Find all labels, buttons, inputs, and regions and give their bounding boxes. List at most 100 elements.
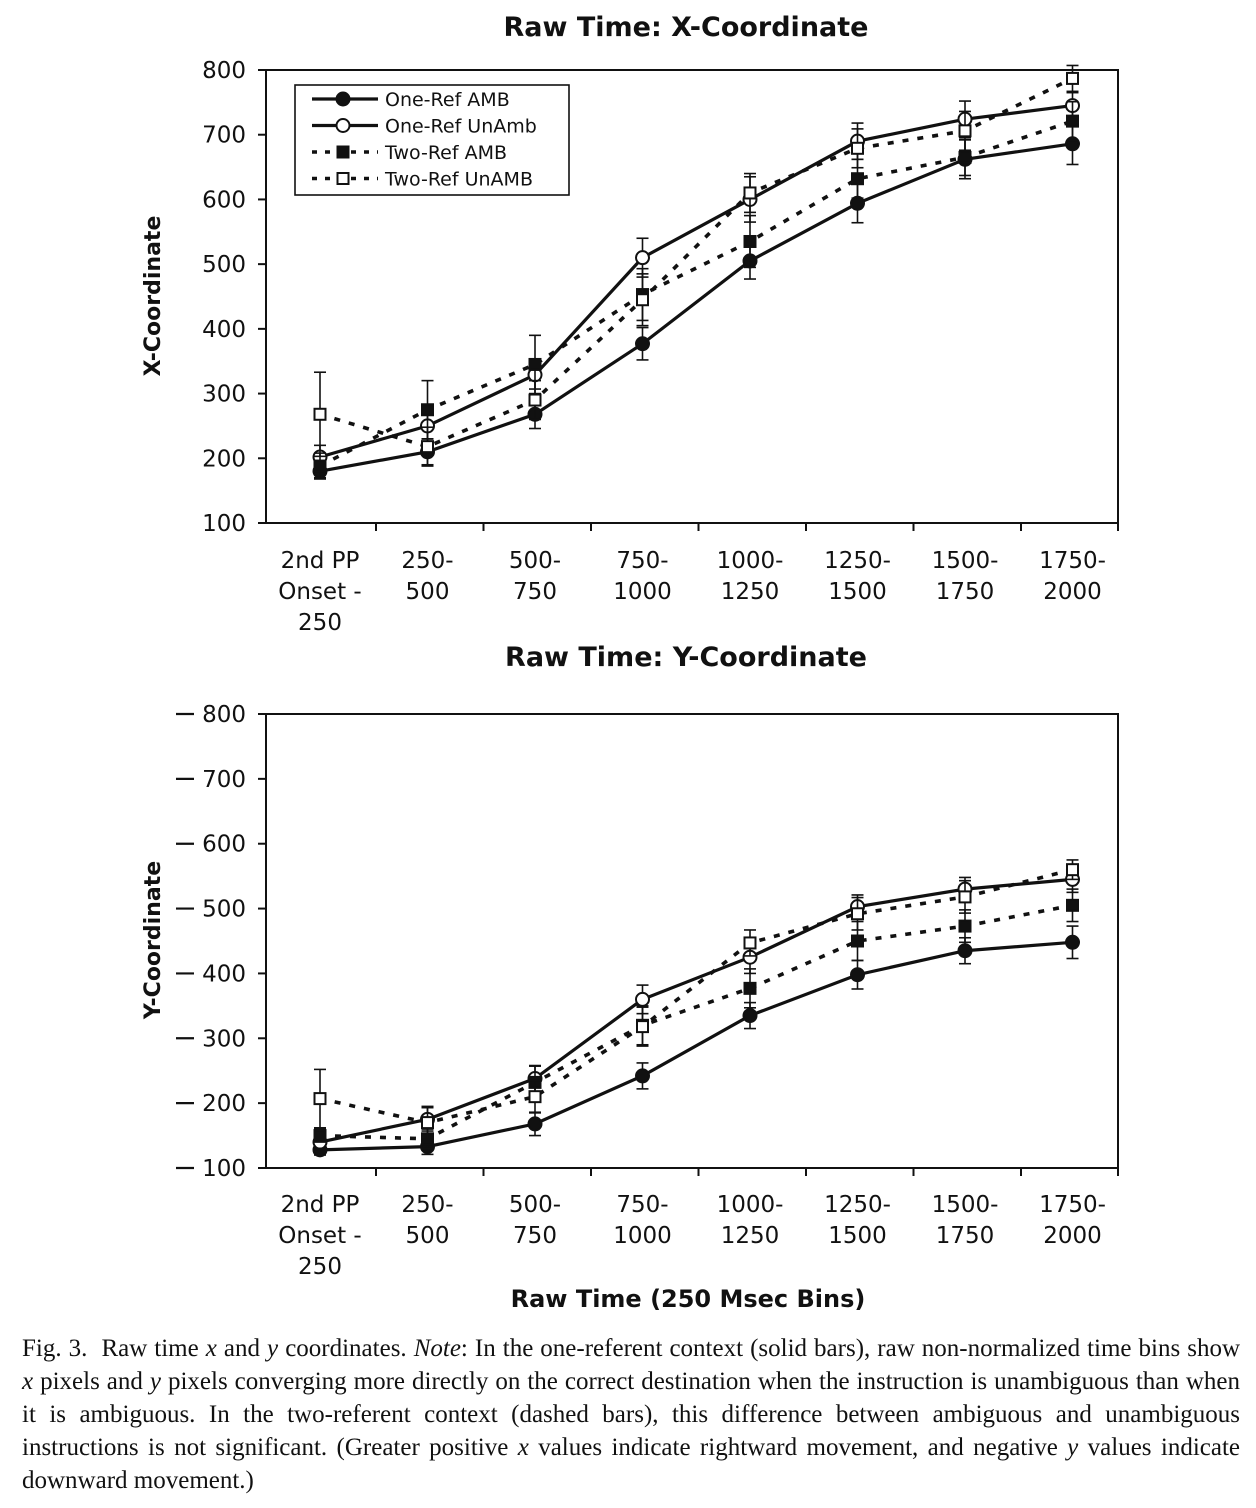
x-tick-label-line: 1250 [721, 1223, 780, 1249]
x-tick-label-line: 750 [513, 579, 557, 605]
y-tick-label: 500 [202, 897, 246, 923]
x-tick-label: 250- 500 [401, 548, 453, 605]
series-two-ref-unamb [313, 64, 1079, 467]
data-point [851, 172, 864, 186]
series-line [319, 104, 1073, 459]
caption-text: Raw time [101, 1335, 199, 1362]
data-point [635, 1068, 650, 1084]
data-point [336, 145, 350, 159]
x-tick-label: 250- 500 [401, 1192, 453, 1249]
y-tick-label: 300 [202, 1026, 246, 1052]
x-tick-label-line: 1000 [613, 1223, 672, 1249]
y-tick-label: 800 [202, 58, 246, 84]
series-two-ref-unamb [313, 859, 1079, 1140]
x-tick-label-line: 1750- [1039, 548, 1106, 574]
x-tick-label: 500- 750 [509, 548, 561, 605]
y-tick-label: 300 [202, 382, 246, 408]
data-point [743, 981, 757, 995]
x-tick-label-line: Onset - [278, 579, 361, 605]
y-tick-label: 700 [202, 767, 246, 793]
data-point [421, 403, 434, 417]
caption-text: : In the one-referent context (solid bar… [460, 1335, 1241, 1362]
caption-text: pixels and [40, 1368, 143, 1395]
x-tick-label-line: 1250- [824, 1192, 891, 1218]
data-point [1065, 934, 1080, 950]
data-point [313, 459, 327, 473]
figure-caption: Fig. 3. Raw time x and y coordinates. No… [22, 1332, 1240, 1497]
x-tick-label-line: 500- [509, 1192, 561, 1218]
caption-var: y [1067, 1434, 1079, 1461]
series-line [319, 867, 1073, 1125]
data-point [636, 1020, 649, 1034]
x-tick-label-line: 1750- [1039, 1192, 1106, 1218]
plot-frame [265, 69, 1119, 524]
y-tick-label: 200 [202, 446, 246, 472]
x-tick-label: 1750- 2000 [1039, 548, 1106, 605]
legend-label: Two-Ref UnAMB [384, 169, 533, 191]
x-tick-label-line: 250 [298, 610, 342, 636]
chart-panel-2: Raw Time: Y-Coordinate 100 200 300 400 500 600… [141, 642, 1119, 1313]
y-tick-label: 400 [202, 961, 246, 987]
legend-label: One-Ref UnAmb [385, 116, 537, 138]
caption-var: y [149, 1368, 161, 1395]
x-tick-label-line: 1000- [717, 548, 784, 574]
x-tick-label-line: 500 [406, 1223, 450, 1249]
caption-text: values indicate downward movement.) [22, 1434, 1241, 1494]
chart-panel-1: Raw Time: X-Coordinate 100 200 300 400 500 600… [141, 12, 1119, 636]
x-tick-label-line: 500 [406, 579, 450, 605]
x-tick-label: 1750- 2000 [1039, 1192, 1106, 1249]
caption-note-label: Note [413, 1335, 461, 1362]
caption-text: values indicate rightward movement, and … [538, 1434, 1058, 1461]
x-tick-label-line: 1000 [613, 579, 672, 605]
data-point [336, 172, 350, 185]
data-point [335, 91, 351, 107]
x-tick-label-line: 500- [509, 548, 561, 574]
x-tick-label-line: 250- [401, 1192, 453, 1218]
x-tick-label: 1000- 1250 [717, 1192, 784, 1249]
data-point [635, 336, 650, 352]
chart-title: Raw Time: Y-Coordinate [505, 642, 867, 673]
data-point [958, 890, 972, 904]
x-tick-label-line: 750 [513, 1223, 557, 1249]
caption-text: coordinates. [285, 1335, 407, 1362]
data-point [528, 1090, 542, 1104]
data-point [421, 440, 434, 454]
x-tick-label-line: 1750 [936, 579, 995, 605]
x-tick-label: 2nd PP Onset - 250 [278, 1192, 361, 1280]
caption-text: and [223, 1335, 261, 1362]
data-point [528, 393, 542, 407]
figure-charts: Raw Time: X-Coordinate 100 200 300 400 500 600… [141, 12, 1119, 1313]
data-point [743, 186, 757, 200]
series-line [319, 903, 1073, 1141]
x-tick-label-line: 2000 [1043, 1223, 1102, 1249]
caption-var: y [267, 1335, 279, 1362]
legend: One-Ref AMB One-Ref UnAmb Two-Ref AMB Two-R… [294, 84, 570, 196]
x-tick-label-line: 250- [401, 548, 453, 574]
x-tick-label: 1500- 1750 [932, 548, 999, 605]
x-tick-label: 2nd PP Onset - 250 [278, 548, 361, 636]
x-tick-label-line: 1500 [828, 1223, 887, 1249]
data-point [958, 124, 972, 138]
x-axis-label: Raw Time (250 Msec Bins) [511, 1285, 866, 1313]
data-point [1066, 863, 1079, 877]
data-point [528, 357, 542, 371]
data-point [1066, 898, 1079, 912]
caption-text: pixels converging more directly on the c… [22, 1368, 1240, 1461]
data-point [742, 1008, 758, 1024]
data-point [957, 943, 973, 959]
data-point [313, 1092, 327, 1106]
data-point [635, 991, 650, 1007]
series-two-ref-amb [313, 888, 1079, 1150]
series-line [319, 119, 1074, 468]
data-point [636, 293, 649, 307]
y-tick-label: 600 [202, 187, 246, 213]
data-point [527, 1116, 543, 1132]
y-tick-label: 100 [202, 511, 246, 537]
data-point [850, 967, 865, 983]
data-point [851, 141, 864, 155]
x-tick-label: 1250- 1500 [824, 1192, 891, 1249]
caption-var: x [205, 1335, 217, 1362]
data-point [958, 919, 972, 933]
data-point [313, 407, 327, 421]
y-axis-label: Y-Coordinate [141, 861, 166, 1020]
